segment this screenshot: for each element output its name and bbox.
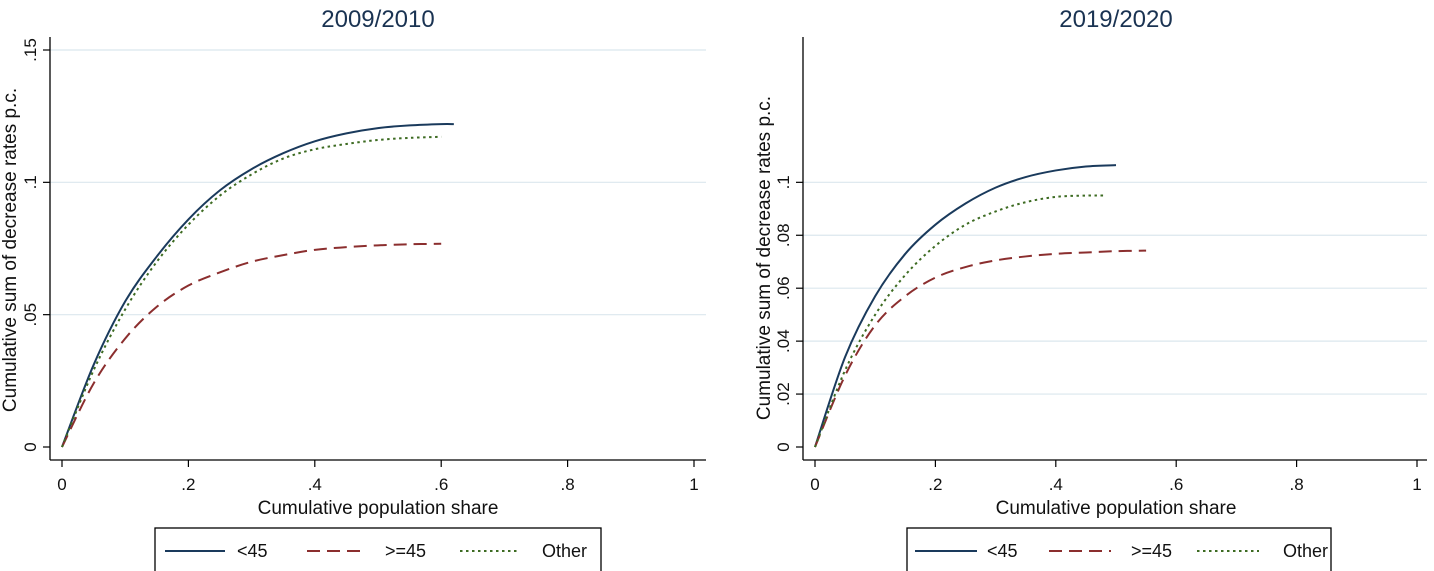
y-tick-label: .02 bbox=[774, 382, 793, 406]
x-tick-label: 0 bbox=[810, 475, 819, 494]
legend-label: <45 bbox=[237, 541, 268, 561]
y-tick-label: .15 bbox=[21, 38, 40, 62]
y-tick-label: .08 bbox=[774, 223, 793, 247]
y-tick-label: 0 bbox=[774, 442, 793, 451]
x-axis-label: Cumulative population share bbox=[996, 498, 1237, 519]
chart-panel-1: 0 .05 .1 .15 0 .2 .4 .6 .8 1 2009/2010 Cumulative p… bbox=[0, 6, 706, 571]
y-tick-label: .1 bbox=[21, 175, 40, 189]
y-tick-label: .1 bbox=[774, 175, 793, 189]
chart-title: 2019/2020 bbox=[1059, 6, 1172, 33]
series-line-1 bbox=[814, 164, 1117, 448]
chart-panel-2: 0 .02 .04 .06 .08 .1 0 .2 .4 .6 .8 1 2019/2020 Cumula… bbox=[754, 6, 1427, 571]
legend: <45 >=45 Other bbox=[154, 527, 602, 571]
series-line-1 bbox=[61, 123, 454, 448]
chart-title: 2009/2010 bbox=[321, 6, 434, 33]
y-tick-label: .04 bbox=[774, 329, 793, 353]
x-tick-label: .8 bbox=[561, 475, 575, 494]
x-axis-label: Cumulative population share bbox=[258, 498, 499, 519]
series-line-2 bbox=[814, 249, 1147, 448]
series-line-3 bbox=[814, 194, 1104, 448]
legend-label: Other bbox=[1283, 541, 1328, 561]
series-line-3 bbox=[61, 135, 442, 448]
y-tick-label: 0 bbox=[21, 442, 40, 451]
series-line-2 bbox=[61, 242, 442, 448]
y-axis-label: Cumulative sum of decrease rates p.c. bbox=[754, 96, 775, 420]
y-tick-label: .05 bbox=[21, 303, 40, 327]
legend-label: <45 bbox=[987, 541, 1018, 561]
legend: <45 >=45 Other bbox=[906, 527, 1332, 571]
y-tick-label: .06 bbox=[774, 276, 793, 300]
x-tick-label: .4 bbox=[1049, 475, 1063, 494]
legend-label: >=45 bbox=[385, 541, 426, 561]
x-tick-label: 0 bbox=[57, 475, 66, 494]
x-tick-label: .2 bbox=[928, 475, 942, 494]
x-tick-label: 1 bbox=[1412, 475, 1421, 494]
x-tick-label: .8 bbox=[1290, 475, 1304, 494]
x-tick-label: .4 bbox=[308, 475, 322, 494]
x-tick-label: .6 bbox=[434, 475, 448, 494]
legend-box bbox=[906, 527, 1332, 571]
legend-label: >=45 bbox=[1131, 541, 1172, 561]
y-axis-label: Cumulative sum of decrease rates p.c. bbox=[0, 88, 21, 412]
legend-label: Other bbox=[542, 541, 587, 561]
legend-box bbox=[154, 527, 602, 571]
x-tick-label: .2 bbox=[181, 475, 195, 494]
x-tick-label: 1 bbox=[689, 475, 698, 494]
x-tick-label: .6 bbox=[1169, 475, 1183, 494]
